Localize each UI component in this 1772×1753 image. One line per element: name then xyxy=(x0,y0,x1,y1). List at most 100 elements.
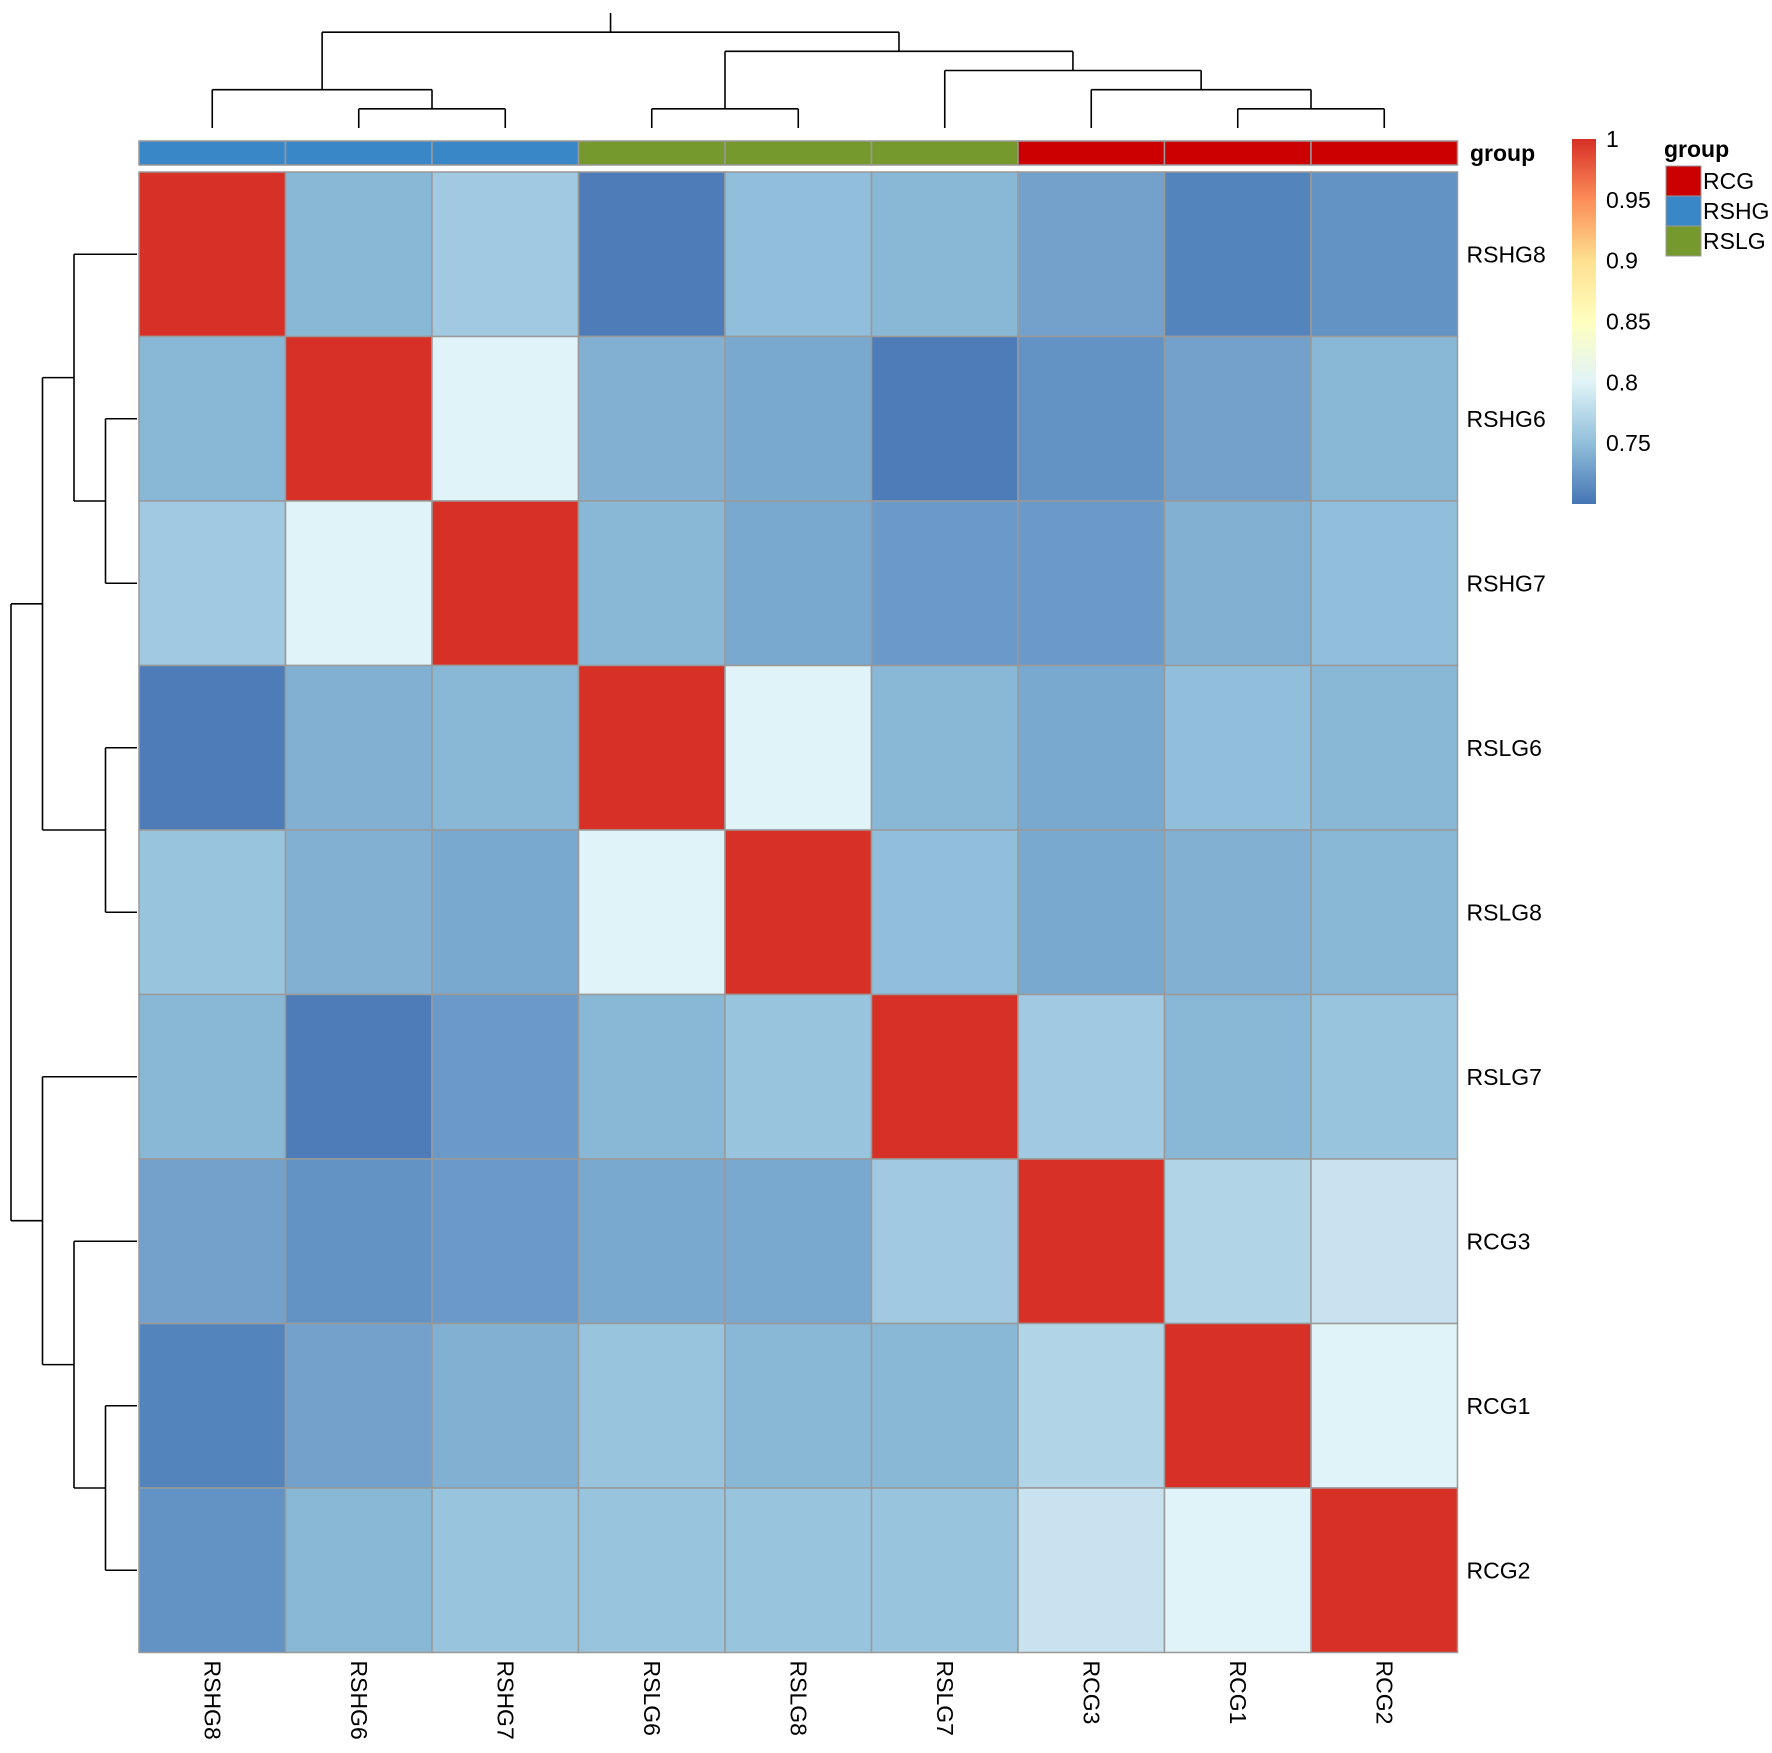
heatmap-cell xyxy=(1310,500,1459,667)
heatmap-cell xyxy=(138,993,287,1160)
heatmap-cell xyxy=(138,1322,287,1489)
heatmap-cell xyxy=(577,1487,726,1654)
heatmap-cell xyxy=(1310,1322,1459,1489)
heatmap-cell xyxy=(138,171,287,338)
heatmap-cell xyxy=(1017,171,1166,338)
heatmap-cell xyxy=(724,335,873,502)
group-legend-swatch xyxy=(1665,225,1702,257)
color-scale-tick-label: 0.95 xyxy=(1606,187,1651,213)
annotation-cell xyxy=(284,140,433,166)
heatmap-cell xyxy=(724,500,873,667)
group-legend-label: RSLG xyxy=(1703,228,1766,254)
group-legend-swatch xyxy=(1665,165,1702,197)
heatmap-cell xyxy=(284,171,433,338)
heatmap-cell xyxy=(431,171,580,338)
heatmap-cell xyxy=(431,1158,580,1325)
heatmap-cell xyxy=(577,993,726,1160)
heatmap-cell xyxy=(1310,1487,1459,1654)
column-labels: RSHG8 RSHG6 RSHG7 RSLG6 RSLG8 RSLG7 RCG3 RCG1 RC… xyxy=(199,1661,1397,1740)
row-dendrogram xyxy=(10,253,137,1572)
column-label: RSLG8 xyxy=(785,1661,811,1736)
heatmap-cell xyxy=(870,664,1019,831)
color-scale-tick-label: 0.85 xyxy=(1606,309,1651,335)
heatmap-cell xyxy=(724,1487,873,1654)
heatmap-cell xyxy=(1163,171,1312,338)
heatmap-cell xyxy=(284,500,433,667)
heatmap-cell xyxy=(284,335,433,502)
row-label: RCG2 xyxy=(1467,1557,1531,1583)
heatmap-cell xyxy=(870,1158,1019,1325)
heatmap-cell xyxy=(284,829,433,996)
annotation-bar-title: group xyxy=(1470,140,1535,166)
heatmap-cell xyxy=(724,1322,873,1489)
group-legend-swatch xyxy=(1665,195,1702,227)
heatmap-cell xyxy=(1163,335,1312,502)
heatmap-cell xyxy=(1017,1158,1166,1325)
heatmap-cell xyxy=(284,1487,433,1654)
row-label: RSLG7 xyxy=(1467,1064,1542,1090)
heatmap-cell xyxy=(138,335,287,502)
heatmap-cells xyxy=(138,171,1459,1654)
row-labels: RSHG8 RSHG6 RSHG7 RSLG6 RSLG8 RSLG7 RCG3 RCG1 RC… xyxy=(1467,241,1546,1583)
heatmap-cell xyxy=(577,171,726,338)
heatmap-cell xyxy=(1163,1322,1312,1489)
heatmap-cell xyxy=(431,1487,580,1654)
heatmap-cell xyxy=(138,500,287,667)
heatmap-cell xyxy=(1163,993,1312,1160)
heatmap-cell xyxy=(1163,500,1312,667)
row-label: RCG3 xyxy=(1467,1228,1531,1254)
heatmap-cell xyxy=(431,829,580,996)
annotation-cell xyxy=(1310,140,1459,166)
heatmap-cell xyxy=(1017,335,1166,502)
column-label: RSHG6 xyxy=(346,1661,372,1740)
row-label: RSHG8 xyxy=(1467,241,1546,267)
heatmap-cell xyxy=(577,1322,726,1489)
color-scale-tick-label: 0.75 xyxy=(1606,430,1651,456)
column-label: RCG2 xyxy=(1371,1661,1397,1725)
heatmap-cell xyxy=(431,500,580,667)
column-label: RSHG7 xyxy=(492,1661,518,1740)
heatmap-cell xyxy=(870,335,1019,502)
heatmap-cell xyxy=(431,664,580,831)
heatmap-cell xyxy=(870,1322,1019,1489)
annotation-cell xyxy=(1017,140,1166,166)
column-label: RCG3 xyxy=(1078,1661,1104,1725)
heatmap-cell xyxy=(724,1158,873,1325)
heatmap-cell xyxy=(284,1322,433,1489)
heatmap-cell xyxy=(1017,500,1166,667)
row-label: RSHG6 xyxy=(1467,406,1546,432)
color-scale-tick-label: 0.9 xyxy=(1606,248,1638,274)
heatmap-cell xyxy=(138,664,287,831)
row-label: RSLG6 xyxy=(1467,735,1542,761)
heatmap-cell xyxy=(1310,1158,1459,1325)
heatmap-cell xyxy=(1163,829,1312,996)
heatmap-cell xyxy=(1017,993,1166,1160)
heatmap-cell xyxy=(577,335,726,502)
heatmap-cell xyxy=(1163,664,1312,831)
heatmap-cell xyxy=(870,1487,1019,1654)
heatmap-cell xyxy=(284,1158,433,1325)
annotation-cell xyxy=(138,140,287,166)
heatmap-cell xyxy=(431,993,580,1160)
column-label: RSHG8 xyxy=(199,1661,225,1740)
color-scale-legend: 1 0.95 0.9 0.85 0.8 0.75 xyxy=(1572,126,1651,504)
heatmap-cell xyxy=(577,829,726,996)
heatmap-cell xyxy=(138,829,287,996)
heatmap-cell xyxy=(284,993,433,1160)
annotation-cell xyxy=(577,140,726,166)
heatmap-cell xyxy=(1310,664,1459,831)
heatmap-cell xyxy=(1310,335,1459,502)
row-label: RSLG8 xyxy=(1467,899,1542,925)
color-scale-bar xyxy=(1572,139,1596,504)
heatmap-cell xyxy=(870,500,1019,667)
annotation-cell xyxy=(724,140,873,166)
column-dendrogram xyxy=(211,13,1386,128)
column-label: RCG1 xyxy=(1225,1661,1251,1725)
heatmap-cell xyxy=(1017,664,1166,831)
heatmap-cell xyxy=(724,993,873,1160)
color-scale-tick-label: 0.8 xyxy=(1606,369,1638,395)
heatmap-cell xyxy=(724,829,873,996)
group-legend-label: RCG xyxy=(1703,168,1754,194)
heatmap-cell xyxy=(724,664,873,831)
